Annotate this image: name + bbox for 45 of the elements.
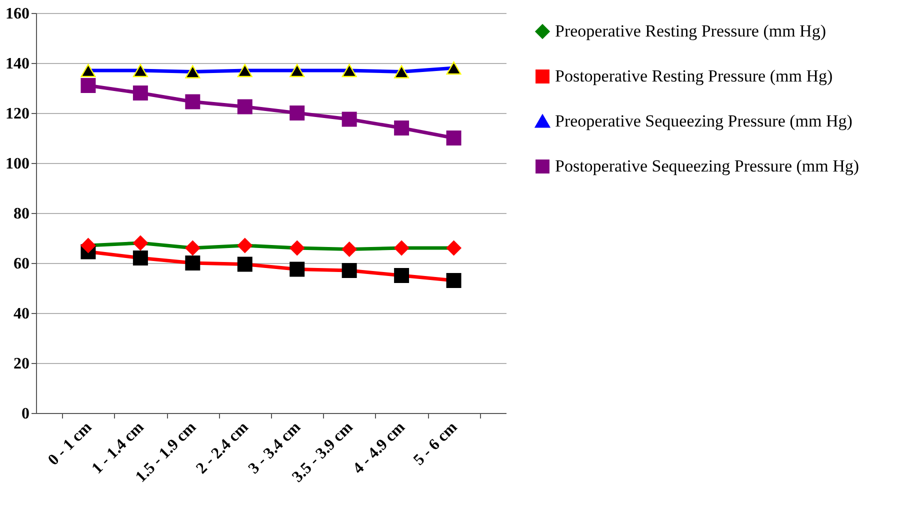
- legend-label: Postoperative Resting Pressure (mm Hg): [555, 66, 833, 86]
- point: [132, 236, 148, 250]
- point: [446, 273, 462, 288]
- point: [342, 242, 357, 257]
- point: [185, 240, 200, 256]
- point: [237, 99, 252, 114]
- point: [342, 112, 357, 127]
- y-tick-label: 120: [6, 106, 30, 122]
- point: [290, 240, 305, 256]
- point: [237, 64, 252, 78]
- y-tick-label: 100: [6, 156, 30, 172]
- y-tick-label: 80: [14, 206, 30, 222]
- point: [290, 106, 305, 120]
- point: [80, 238, 96, 253]
- point: [80, 78, 96, 93]
- point: [185, 256, 200, 270]
- point: [394, 65, 410, 78]
- y-tick-label: 160: [6, 6, 30, 22]
- point: [132, 86, 148, 100]
- point: [394, 240, 410, 256]
- point: [342, 263, 357, 278]
- point: [185, 94, 200, 110]
- legend-label: Postoperative Sequeezing Pressure (mm Hg): [555, 156, 860, 176]
- y-tick-label: 40: [14, 306, 30, 322]
- point: [132, 250, 148, 266]
- legend-label: Preoperative Sequeezing Pressure (mm Hg): [555, 112, 852, 130]
- point: [446, 61, 462, 75]
- point: [446, 130, 462, 146]
- point: [342, 64, 357, 78]
- point: [290, 64, 305, 78]
- y-tick-label: 60: [14, 256, 30, 272]
- point: [394, 268, 410, 283]
- x-tick-label: 5 - 6 cm: [410, 418, 462, 469]
- y-tick-label: 140: [6, 56, 30, 72]
- point: [237, 238, 252, 253]
- point: [132, 64, 148, 78]
- point: [237, 256, 252, 272]
- point: [185, 65, 200, 78]
- y-tick-label: 0: [22, 406, 30, 422]
- point: [394, 120, 410, 136]
- point: [290, 262, 305, 277]
- legend-label: Preoperative Resting Pressure (mm Hg): [555, 22, 826, 40]
- y-tick-label: 20: [14, 356, 30, 372]
- point: [446, 240, 462, 256]
- point: [80, 64, 96, 78]
